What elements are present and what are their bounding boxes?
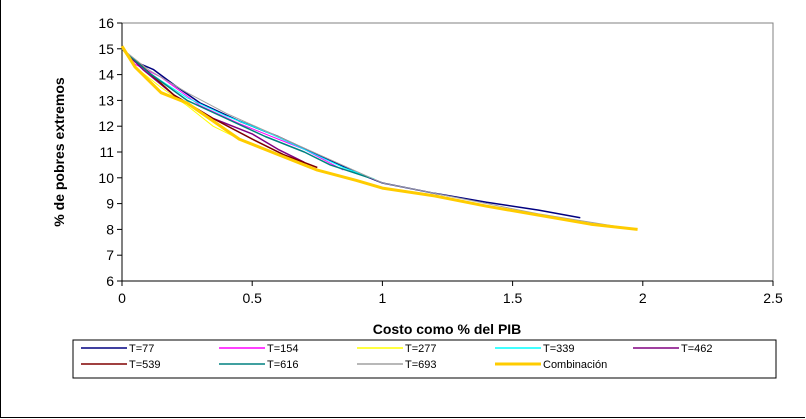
series-line-9 [120, 45, 638, 231]
legend-box [72, 339, 777, 379]
y-tick-label: 16 [98, 15, 114, 31]
x-tick-label: 1.5 [503, 290, 523, 306]
legend-label: T=277 [405, 343, 437, 355]
series-line-8 [121, 48, 636, 230]
y-tick-label: 14 [98, 67, 114, 83]
plot-area [121, 22, 774, 282]
y-tick-label: 13 [98, 92, 114, 108]
y-tick-label: 9 [106, 196, 114, 212]
x-axis-title: Costo como % del PIB [373, 321, 522, 337]
legend-label: T=77 [129, 343, 154, 355]
series-layer [120, 45, 638, 231]
y-tick-label: 12 [98, 118, 114, 134]
x-tick-label: 1 [379, 290, 387, 306]
legend-label: Combinación [543, 359, 607, 371]
y-tick-label: 10 [98, 170, 114, 186]
x-tick-label: 0.5 [242, 290, 262, 306]
legend: T=77 T=154 T=277 T=339 T=462 T=539 T=616 T=693 C… [81, 343, 713, 371]
y-tick-label: 15 [98, 41, 114, 57]
y-tick-label: 6 [106, 273, 114, 289]
legend-label: T=154 [267, 343, 299, 355]
legend-label: T=616 [267, 359, 299, 371]
x-tick-label: 2 [639, 290, 647, 306]
x-tick-label: 0 [118, 290, 126, 306]
legend-label: T=539 [129, 359, 161, 371]
axes: 6 7 8 9 10 11 12 13 14 15 16 0 0.5 1 1.5 2 2.5 [98, 15, 783, 306]
y-axis-title: % de pobres extremos [51, 77, 67, 227]
y-tick-label: 11 [99, 144, 114, 160]
x-tick-label: 2.5 [763, 290, 783, 306]
legend-label: T=462 [681, 343, 713, 355]
y-tick-label: 8 [106, 221, 114, 237]
y-tick-label: 7 [106, 247, 114, 263]
legend-label: T=339 [543, 343, 575, 355]
legend-label: T=693 [405, 359, 437, 371]
series-line-7 [121, 48, 370, 179]
